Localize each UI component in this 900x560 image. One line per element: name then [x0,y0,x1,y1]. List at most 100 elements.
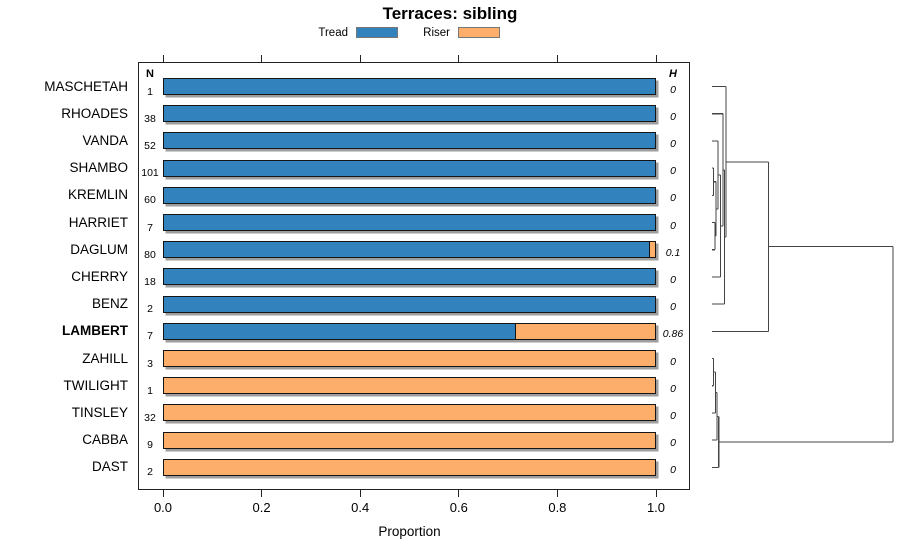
bar-segment-tread [164,160,655,176]
row-label: BENZ [91,296,128,312]
n-value: 101 [141,167,159,180]
bar-segment-riser [164,405,655,421]
stacked-bar [163,431,656,449]
stacked-bar [163,78,656,95]
bar-segment-riser [648,242,655,258]
h-value: 0 [670,464,676,477]
x-axis-tick [556,490,558,497]
n-value: 52 [144,139,156,152]
row-label: MASCHETAH [44,78,128,94]
h-value: 0 [670,110,676,123]
bar-segment-tread [164,79,655,94]
legend-label-tread: Tread [318,27,348,39]
row-label: KREMLIN [67,187,128,203]
h-value: 0.1 [665,246,681,259]
h-value: 0 [670,409,676,422]
row-label: RHOADES [61,105,128,121]
row-label: TINSLEY [71,404,128,420]
n-value: 80 [144,248,156,261]
row-label: DAGLUM [70,241,128,257]
n-value: 7 [147,221,153,234]
n-value: 32 [144,411,156,424]
stacked-bar [163,186,656,204]
legend-label-riser: Riser [423,27,450,39]
h-value: 0 [670,219,676,232]
n-column-header: N [146,68,154,80]
row-label: HARRIET [68,214,128,230]
x-axis-tick-label: 0.2 [252,500,271,515]
stacked-bar [163,350,656,367]
stacked-bar [163,241,656,259]
bar-segment-riser [164,432,655,448]
h-value: 0 [670,437,676,450]
stacked-bar [163,322,656,340]
x-axis-tick-top [261,55,263,62]
bar-segment-tread [164,323,515,339]
x-axis-tick-label: 0.0 [153,500,173,515]
h-value: 0 [670,165,676,178]
row-label: LAMBERT [62,323,128,339]
h-value: 0 [670,137,676,150]
n-value: 2 [147,466,153,479]
x-axis-tick-label: 0.4 [351,500,370,515]
x-axis-tick-top [458,55,460,62]
n-value: 60 [144,194,156,207]
bar-segment-riser [514,323,655,339]
legend-swatch-riser [458,27,500,38]
x-axis-tick [261,490,263,497]
x-axis-tick-top [162,55,164,62]
bar-segment-tread [164,106,655,122]
bar-segment-tread [164,296,655,312]
stacked-bar [163,458,656,476]
h-value: 0.86 [662,328,684,341]
bar-segment-riser [164,459,655,475]
n-value: 1 [147,85,153,98]
row-label: CHERRY [71,268,128,284]
n-value: 9 [147,439,153,452]
n-value: 18 [144,275,156,288]
row-label: SHAMBO [69,160,128,176]
bar-segment-tread [164,269,655,285]
bar-segment-tread [164,215,655,230]
n-value: 38 [144,112,156,125]
bar-segment-riser [164,351,655,366]
stacked-bar [163,132,656,150]
h-column-header: H [669,68,677,80]
x-axis-tick-label: 0.8 [548,500,567,515]
x-axis-tick-label: 1.0 [646,500,666,515]
stacked-bar [163,295,656,313]
stacked-bar [163,404,656,422]
h-value: 0 [670,355,676,368]
n-value: 3 [147,357,153,370]
row-label: CABBA [82,432,128,448]
chart-title: Terraces: sibling [382,4,518,23]
x-axis-tick [655,490,657,497]
x-axis-tick-label: 0.6 [449,500,468,515]
bar-segment-tread [164,187,655,203]
stacked-bar [163,214,656,231]
n-value: 2 [147,303,153,316]
bar-segment-tread [164,133,655,149]
h-value: 0 [670,273,676,286]
h-value: 0 [670,83,676,96]
x-axis-tick-top [655,55,657,62]
stacked-bar [163,159,656,177]
row-label: DAST [91,459,128,475]
x-axis-tick [359,490,361,497]
x-axis-tick [162,490,164,497]
row-label: TWILIGHT [63,377,129,393]
h-value: 0 [670,192,676,205]
bar-segment-riser [164,378,655,394]
n-value: 7 [147,330,153,343]
stacked-bar [163,268,656,286]
legend-swatch-tread [356,27,398,38]
stacked-bar [163,105,656,123]
n-value: 1 [147,384,153,397]
bar-segment-tread [164,242,649,258]
x-axis-tick [458,490,460,497]
row-label: VANDA [82,132,128,148]
x-axis-tick-top [556,55,558,62]
h-value: 0 [670,301,676,314]
x-axis-title: Proportion [378,524,441,539]
